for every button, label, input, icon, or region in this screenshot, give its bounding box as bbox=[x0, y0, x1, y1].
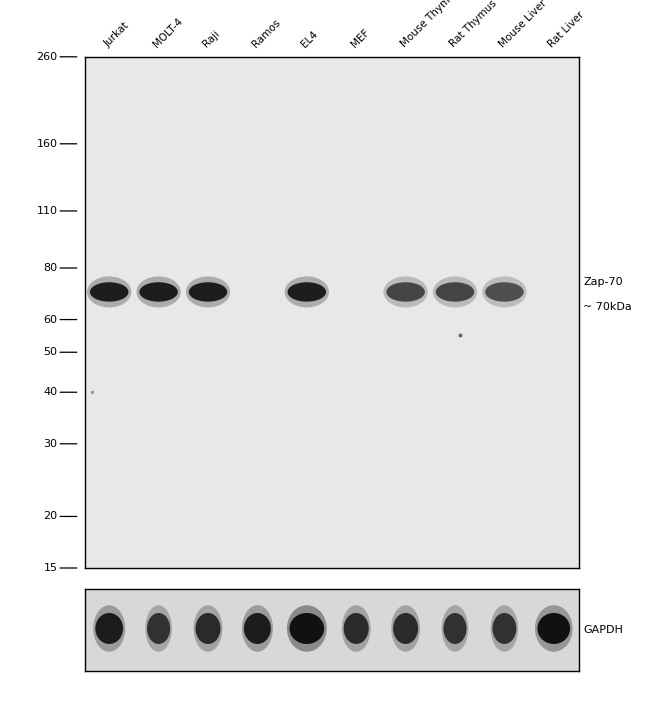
Ellipse shape bbox=[188, 283, 228, 302]
Ellipse shape bbox=[535, 605, 573, 652]
Ellipse shape bbox=[289, 613, 324, 644]
Text: 160: 160 bbox=[36, 138, 57, 149]
Ellipse shape bbox=[194, 605, 222, 652]
Text: MEF: MEF bbox=[349, 27, 371, 49]
Text: 110: 110 bbox=[36, 206, 57, 216]
Ellipse shape bbox=[433, 276, 477, 307]
Text: Jurkat: Jurkat bbox=[102, 21, 131, 49]
Text: EL4: EL4 bbox=[300, 28, 320, 49]
Ellipse shape bbox=[344, 613, 369, 644]
Ellipse shape bbox=[287, 283, 326, 302]
Ellipse shape bbox=[538, 613, 570, 644]
Ellipse shape bbox=[393, 613, 418, 644]
Text: GAPDH: GAPDH bbox=[584, 625, 623, 635]
Ellipse shape bbox=[442, 605, 468, 652]
Text: 260: 260 bbox=[36, 52, 57, 62]
Ellipse shape bbox=[391, 605, 420, 652]
Text: 30: 30 bbox=[44, 439, 57, 449]
Text: Rat Thymus: Rat Thymus bbox=[448, 0, 499, 49]
Ellipse shape bbox=[342, 605, 370, 652]
Ellipse shape bbox=[482, 276, 526, 307]
Ellipse shape bbox=[386, 283, 425, 302]
Ellipse shape bbox=[146, 605, 172, 652]
Text: 20: 20 bbox=[43, 511, 57, 521]
Ellipse shape bbox=[384, 276, 428, 307]
Ellipse shape bbox=[139, 283, 178, 302]
Ellipse shape bbox=[87, 276, 131, 307]
Text: 60: 60 bbox=[44, 315, 57, 324]
Ellipse shape bbox=[443, 613, 467, 644]
Ellipse shape bbox=[436, 283, 474, 302]
Text: 80: 80 bbox=[43, 263, 57, 273]
Ellipse shape bbox=[186, 276, 230, 307]
Ellipse shape bbox=[287, 605, 327, 652]
Text: Mouse Liver: Mouse Liver bbox=[497, 0, 549, 49]
Ellipse shape bbox=[196, 613, 220, 644]
Text: 40: 40 bbox=[43, 387, 57, 397]
Ellipse shape bbox=[491, 605, 518, 652]
Ellipse shape bbox=[493, 613, 516, 644]
Ellipse shape bbox=[96, 613, 123, 644]
Ellipse shape bbox=[136, 276, 181, 307]
Text: 50: 50 bbox=[44, 347, 57, 357]
Ellipse shape bbox=[485, 283, 524, 302]
Text: MOLT-4: MOLT-4 bbox=[151, 16, 185, 49]
Text: 15: 15 bbox=[44, 563, 57, 573]
Text: Rat Liver: Rat Liver bbox=[547, 9, 586, 49]
Text: Raji: Raji bbox=[201, 28, 222, 49]
Ellipse shape bbox=[90, 283, 129, 302]
Text: Mouse Thymus: Mouse Thymus bbox=[398, 0, 461, 49]
Ellipse shape bbox=[244, 613, 271, 644]
Text: ~ 70kDa: ~ 70kDa bbox=[584, 302, 632, 312]
Ellipse shape bbox=[93, 605, 125, 652]
Text: Ramos: Ramos bbox=[250, 17, 282, 49]
Ellipse shape bbox=[242, 605, 273, 652]
Ellipse shape bbox=[285, 276, 329, 307]
Text: Zap-70: Zap-70 bbox=[584, 277, 623, 287]
Ellipse shape bbox=[147, 613, 170, 644]
